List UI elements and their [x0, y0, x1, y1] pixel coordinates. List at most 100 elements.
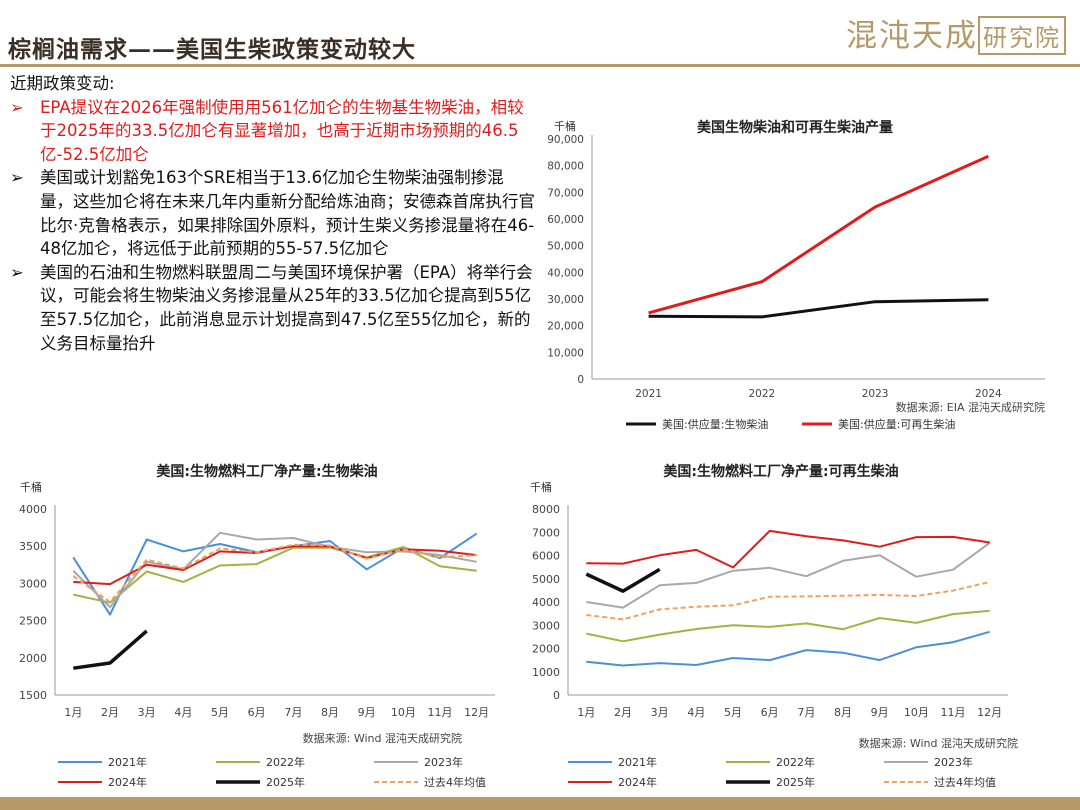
x-tick-label: 2021: [635, 388, 662, 400]
data-source: 数据来源: Wind 混沌天成研究院: [303, 731, 462, 745]
series-line: [648, 154, 990, 315]
x-tick-label: 9月: [358, 706, 376, 719]
chart-title: 美国:生物燃料工厂净产量:可再生柴油: [663, 463, 898, 480]
y-tick-label: 8000: [532, 503, 560, 516]
data-source: 数据来源: Wind 混沌天成研究院: [859, 736, 1018, 750]
y-tick-label: 2000: [532, 643, 560, 656]
x-tick-label: 12月: [977, 706, 1002, 719]
x-tick-label: 1月: [64, 706, 82, 719]
x-tick-label: 2023: [862, 388, 889, 400]
legend-label: 2022年: [776, 755, 815, 769]
legend-label: 2023年: [934, 755, 973, 769]
series-line: [648, 298, 989, 319]
policy-text: 近期政策变动: ➢ EPA提议在2026年强制使用用561亿加仑的生物基生物柴油，…: [10, 72, 535, 355]
x-tick-label: 7月: [797, 706, 815, 719]
legend-label: 2023年: [424, 755, 463, 769]
data-source: 数据来源: EIA 混沌天成研究院: [896, 400, 1045, 414]
x-tick-label: 10月: [391, 706, 416, 719]
x-tick-label: 5月: [724, 706, 742, 719]
y-tick-label: 60,000: [547, 214, 584, 226]
logo: 混沌天成 研究院: [846, 10, 1066, 55]
y-tick-label: 50,000: [547, 241, 584, 253]
y-axis-unit: 千桶: [554, 119, 576, 133]
y-tick-label: 4000: [532, 596, 560, 609]
page-title: 棕榈油需求——美国生柴政策变动较大: [8, 36, 416, 63]
legend-label: 2021年: [108, 755, 147, 769]
y-axis-unit: 千桶: [20, 480, 42, 494]
bullet-list: ➢ EPA提议在2026年强制使用用561亿加仑的生物基生物柴油，相较于2025年…: [10, 96, 535, 356]
bullet-item: ➢ 美国或计划豁免163个SRE相当于13.6亿加仑生物柴油强制掺混量，这些加仑将…: [10, 166, 535, 260]
logo-main: 混沌天成: [846, 18, 978, 54]
y-tick-label: 40,000: [547, 267, 584, 279]
logo-box: 研究院: [978, 16, 1066, 55]
series-line: [586, 529, 990, 569]
x-tick-label: 10月: [904, 706, 929, 719]
y-tick-label: 20,000: [547, 321, 584, 333]
y-tick-label: 3000: [532, 619, 560, 632]
x-tick-label: 12月: [464, 706, 489, 719]
bullet-arrow-icon: ➢: [10, 168, 24, 188]
y-tick-label: 4000: [19, 503, 47, 516]
bullet-text: 美国或计划豁免163个SRE相当于13.6亿加仑生物柴油强制掺混量，这些加仑将在…: [40, 168, 535, 259]
series-line: [72, 531, 477, 609]
y-tick-label: 5000: [532, 573, 560, 586]
x-tick-label: 2022: [749, 388, 776, 400]
y-tick-label: 6000: [532, 550, 560, 563]
y-tick-label: 30,000: [547, 294, 584, 306]
y-tick-label: 3000: [19, 577, 47, 590]
x-tick-label: 8月: [834, 706, 852, 719]
chart-us-biodiesel-renewable-production: 美国生物柴油和可再生柴油产量 千桶 0 10,000 20,000 30,000 40,00…: [547, 119, 1045, 431]
series-line: [586, 630, 990, 667]
x-tick-label: 2月: [101, 706, 119, 719]
y-tick-label: 2000: [19, 652, 47, 665]
bullet-item: ➢ EPA提议在2026年强制使用用561亿加仑的生物基生物柴油，相较于2025年…: [10, 96, 535, 167]
y-tick-label: 0: [577, 374, 584, 386]
x-tick-label: 6月: [248, 706, 266, 719]
series-line: [586, 542, 991, 609]
x-tick-label: 4月: [174, 706, 192, 719]
y-tick-label: 3500: [19, 540, 47, 553]
x-tick-label: 4月: [687, 706, 705, 719]
x-tick-label: 1月: [577, 706, 595, 719]
bullet-arrow-icon: ➢: [10, 262, 24, 282]
header: 棕榈油需求——美国生柴政策变动较大 混沌天成 研究院: [0, 0, 1080, 63]
bullet-text: EPA提议在2026年强制使用用561亿加仑的生物基生物柴油，相较于2025年的…: [40, 97, 524, 164]
legend-label: 2024年: [618, 775, 657, 789]
bullet-text: 美国的石油和生物燃料联盟周二与美国环境保护署（EPA）将举行会议，可能会将生物柴…: [40, 262, 533, 353]
y-axis-unit: 千桶: [530, 480, 552, 494]
x-tick-label: 3月: [651, 706, 669, 719]
x-tick-label: 6月: [761, 706, 779, 719]
legend-label: 2025年: [776, 775, 815, 789]
y-tick-label: 1500: [19, 689, 47, 702]
bullet-item: ➢ 美国的石油和生物燃料联盟周二与美国环境保护署（EPA）将举行会议，可能会将生物…: [10, 261, 535, 355]
y-tick-label: 10,000: [547, 347, 584, 359]
y-tick-label: 7000: [532, 526, 560, 539]
legend-label: 过去4年均值: [934, 775, 996, 789]
legend-label: 2021年: [618, 755, 657, 769]
series-line: [586, 609, 990, 643]
x-tick-label: 11月: [428, 706, 453, 719]
bullet-arrow-icon: ➢: [10, 97, 24, 117]
legend-label: 2024年: [108, 775, 147, 789]
y-tick-label: 80,000: [547, 161, 584, 173]
intro-text: 近期政策变动:: [10, 74, 115, 93]
y-tick-label: 90,000: [547, 134, 584, 146]
legend-label: 2025年: [266, 775, 305, 789]
x-tick-label: 3月: [138, 706, 156, 719]
x-tick-label: 2月: [614, 706, 632, 719]
legend-label: 美国:供应量:可再生柴油: [838, 417, 955, 431]
y-tick-label: 0: [553, 689, 560, 702]
x-tick-label: 7月: [284, 706, 302, 719]
series-line: [72, 543, 477, 603]
series-line: [585, 567, 661, 593]
legend-label: 美国:供应量:生物柴油: [662, 417, 768, 431]
x-tick-label: 5月: [211, 706, 229, 719]
series-line: [73, 629, 148, 670]
chart-title: 美国生物柴油和可再生柴油产量: [697, 119, 893, 136]
chart-title: 美国:生物燃料工厂净产量:生物柴油: [156, 463, 377, 480]
footer-bar: [0, 797, 1080, 810]
header-divider: [0, 64, 1080, 67]
x-tick-label: 8月: [321, 706, 339, 719]
